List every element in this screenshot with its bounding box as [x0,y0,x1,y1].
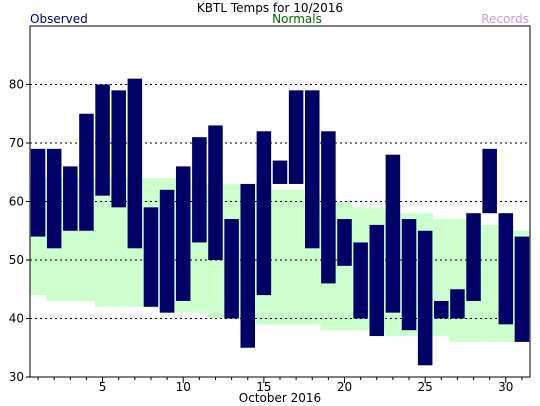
legend-normals: Normals [272,12,322,26]
observed-bar-day-17 [288,90,304,184]
legend-observed: Observed [30,12,88,26]
tick-labels: 30 40 50 60 70 80 5 10 15 20 25 30 [9,78,514,395]
observed-bar-day-14 [240,183,255,348]
observed-bar-day-31 [514,236,530,342]
observed-bar-day-13 [224,219,239,319]
observed-bar-day-30 [498,213,514,325]
observed-bar-day-25 [417,230,433,366]
observed-bar-day-9 [159,189,175,313]
y-tick-label-80: 80 [9,78,24,92]
normal-range-day-16 [271,189,289,325]
x-tick-label-10: 10 [176,380,191,394]
observed-bar-day-11 [192,137,207,243]
observed-bar-day-15 [256,131,272,296]
x-axis-label: October 2016 [239,391,321,405]
observed-bar-day-4 [79,113,94,231]
normal-range-day-5 [94,178,111,307]
normal-range-day-6 [110,178,127,307]
observed-bar-day-2 [46,148,62,249]
observed-bar-day-1 [30,148,46,237]
axes [26,25,531,383]
observed-bar-day-22 [369,224,385,337]
observed-bar-day-20 [337,219,352,266]
x-tick-label-30: 30 [498,380,513,394]
observed-bar-day-5 [95,84,110,196]
y-tick-label-30: 30 [9,370,24,384]
observed-bar-day-26 [434,300,449,319]
legend-records: Records [481,12,529,26]
x-tick-label-20: 20 [337,380,352,394]
observed-bar-day-27 [450,289,465,319]
observed-bars [30,78,530,366]
observed-bar-day-3 [63,166,78,231]
x-tick-label-25: 25 [418,380,433,394]
observed-bar-day-10 [175,166,191,301]
y-tick-label-40: 40 [9,312,24,326]
normal-range-day-27 [449,219,466,342]
y-tick-label-50: 50 [9,253,24,267]
observed-bar-day-18 [305,90,320,249]
observed-bar-day-7 [127,78,143,249]
x-tick-label-15: 15 [256,380,271,394]
observed-bar-day-24 [401,219,417,331]
normal-range-day-17 [288,189,305,325]
observed-bar-day-28 [466,213,481,301]
chart-title: KBTL Temps for 10/2016 [197,1,343,15]
x-tick-label-5: 5 [99,380,107,394]
observed-bar-day-21 [353,242,368,319]
observed-bar-day-8 [143,207,159,307]
normal-range-day-29 [481,224,498,342]
observed-bar-day-29 [482,148,497,214]
observed-bar-day-6 [111,90,126,208]
observed-bar-day-16 [272,160,288,184]
y-tick-label-60: 60 [9,195,24,209]
observed-bar-day-23 [385,154,401,313]
observed-bar-day-19 [321,131,336,284]
observed-bar-day-12 [208,125,223,260]
y-tick-label-70: 70 [9,136,24,150]
